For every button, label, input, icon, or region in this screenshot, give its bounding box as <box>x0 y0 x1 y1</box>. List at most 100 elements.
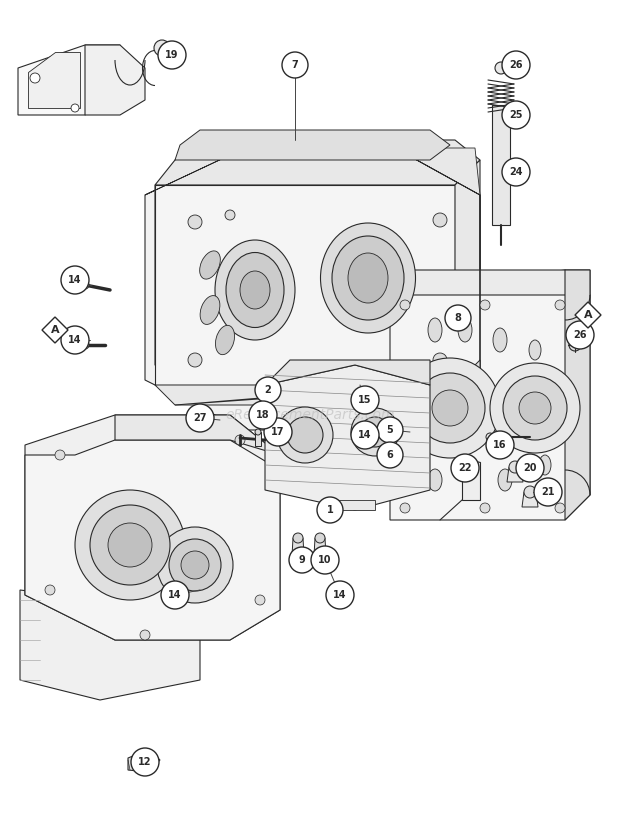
Ellipse shape <box>428 318 442 342</box>
Ellipse shape <box>226 252 284 327</box>
Circle shape <box>61 326 89 354</box>
Polygon shape <box>265 365 430 510</box>
Ellipse shape <box>216 325 234 354</box>
Polygon shape <box>395 148 480 430</box>
Circle shape <box>255 595 265 605</box>
Circle shape <box>451 454 479 482</box>
Circle shape <box>225 210 235 220</box>
Text: 1: 1 <box>327 505 334 515</box>
Circle shape <box>480 300 490 310</box>
Polygon shape <box>335 500 375 510</box>
Text: 24: 24 <box>509 167 523 177</box>
Text: 15: 15 <box>358 395 372 405</box>
Text: 14: 14 <box>68 335 82 345</box>
Polygon shape <box>292 538 304 556</box>
Ellipse shape <box>200 250 220 279</box>
Circle shape <box>486 431 514 459</box>
Polygon shape <box>145 148 480 430</box>
Circle shape <box>90 505 170 585</box>
Polygon shape <box>565 270 590 520</box>
Polygon shape <box>492 105 510 225</box>
Ellipse shape <box>458 318 472 342</box>
Circle shape <box>495 62 507 74</box>
Polygon shape <box>155 385 455 405</box>
Circle shape <box>317 497 343 523</box>
Circle shape <box>360 417 390 447</box>
Circle shape <box>154 40 170 56</box>
Text: 21: 21 <box>541 487 555 497</box>
Text: 2: 2 <box>265 385 272 395</box>
Circle shape <box>502 101 530 129</box>
Circle shape <box>277 407 333 463</box>
Circle shape <box>390 370 400 380</box>
Polygon shape <box>25 415 280 640</box>
Circle shape <box>55 450 65 460</box>
Polygon shape <box>522 492 538 507</box>
Ellipse shape <box>348 253 388 303</box>
Circle shape <box>326 581 354 609</box>
Ellipse shape <box>240 271 270 309</box>
Polygon shape <box>128 750 160 772</box>
Circle shape <box>81 341 89 349</box>
Text: 26: 26 <box>509 60 523 70</box>
Text: 19: 19 <box>166 50 179 60</box>
Circle shape <box>169 539 221 591</box>
Circle shape <box>377 417 403 443</box>
Ellipse shape <box>529 340 541 360</box>
Circle shape <box>131 748 159 776</box>
Polygon shape <box>25 440 280 640</box>
Polygon shape <box>575 302 601 328</box>
Circle shape <box>569 339 581 351</box>
Ellipse shape <box>428 469 442 491</box>
Polygon shape <box>155 140 480 185</box>
Circle shape <box>490 363 580 453</box>
Circle shape <box>311 546 339 574</box>
Polygon shape <box>175 130 450 160</box>
Polygon shape <box>145 148 480 195</box>
Ellipse shape <box>321 223 415 333</box>
Ellipse shape <box>539 455 551 475</box>
Text: 10: 10 <box>318 555 332 565</box>
Polygon shape <box>455 160 480 385</box>
Polygon shape <box>18 45 120 115</box>
Circle shape <box>140 630 150 640</box>
Circle shape <box>186 404 214 432</box>
Polygon shape <box>314 538 326 556</box>
Polygon shape <box>507 467 523 482</box>
Polygon shape <box>155 185 200 390</box>
Text: 12: 12 <box>138 757 152 767</box>
Circle shape <box>445 305 471 331</box>
Text: 17: 17 <box>272 427 285 437</box>
Circle shape <box>433 213 447 227</box>
Ellipse shape <box>498 469 512 491</box>
Polygon shape <box>390 270 590 295</box>
Polygon shape <box>20 590 200 700</box>
Text: A: A <box>583 310 592 320</box>
Ellipse shape <box>493 328 507 352</box>
Circle shape <box>108 523 152 567</box>
Polygon shape <box>462 458 480 500</box>
Circle shape <box>503 376 567 440</box>
Ellipse shape <box>332 236 404 320</box>
Circle shape <box>509 461 521 473</box>
Text: 14: 14 <box>68 275 82 285</box>
Text: A: A <box>51 325 60 335</box>
Text: 18: 18 <box>256 410 270 420</box>
Circle shape <box>61 266 89 294</box>
Circle shape <box>295 375 305 385</box>
Circle shape <box>158 41 186 69</box>
Circle shape <box>566 321 594 349</box>
Text: 14: 14 <box>358 430 372 440</box>
Circle shape <box>377 442 403 468</box>
Text: 22: 22 <box>458 463 472 473</box>
Text: 7: 7 <box>291 60 298 70</box>
Circle shape <box>351 408 399 456</box>
Circle shape <box>502 158 530 186</box>
Text: 9: 9 <box>299 555 306 565</box>
Text: 25: 25 <box>509 110 523 120</box>
Text: 16: 16 <box>494 440 507 450</box>
Circle shape <box>71 104 79 112</box>
Circle shape <box>400 358 500 458</box>
Circle shape <box>524 486 536 498</box>
Circle shape <box>235 435 245 445</box>
